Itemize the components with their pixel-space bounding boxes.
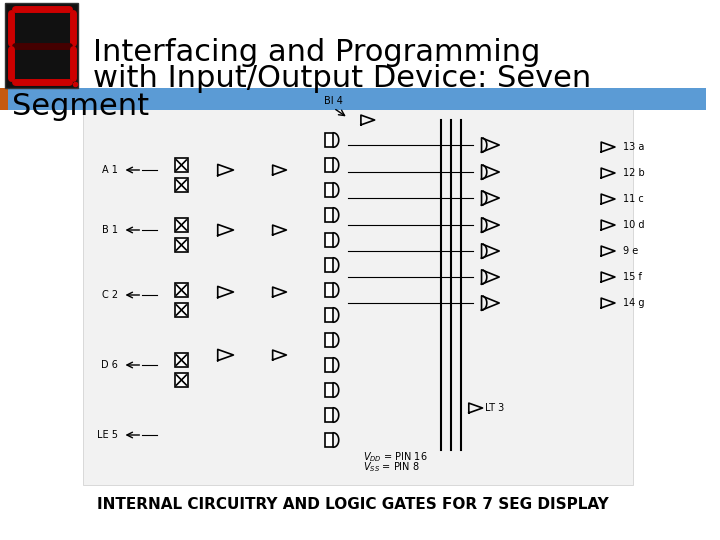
Bar (84, 105, 633, 485)
Text: LT 3: LT 3 (485, 403, 505, 413)
Text: LE 5: LE 5 (96, 430, 117, 440)
Bar (174, 178, 189, 192)
Text: INTERNAL CIRCUITRY AND LOGIC GATES FOR 7 SEG DISPLAY: INTERNAL CIRCUITRY AND LOGIC GATES FOR 7… (97, 497, 609, 512)
Bar (325, 408, 333, 422)
Bar (5, 3, 78, 88)
Text: Segment: Segment (12, 92, 149, 121)
Text: Interfacing and Programming: Interfacing and Programming (93, 38, 541, 67)
Bar (174, 283, 189, 297)
Bar (325, 333, 333, 347)
Text: $V_{SS}$ = PIN 8: $V_{SS}$ = PIN 8 (363, 460, 420, 474)
Text: with Input/Output Device: Seven: with Input/Output Device: Seven (93, 64, 591, 93)
Text: 11 c: 11 c (623, 194, 644, 204)
Bar (325, 308, 333, 322)
Text: 9 e: 9 e (623, 246, 638, 256)
Text: $V_{DD}$ = PIN 16: $V_{DD}$ = PIN 16 (363, 450, 428, 464)
Text: A 1: A 1 (102, 165, 117, 175)
Bar (325, 183, 333, 197)
Bar (0, 88, 706, 110)
Bar (0, 88, 8, 110)
Bar (325, 283, 333, 297)
Bar (325, 433, 333, 447)
Text: B 1: B 1 (102, 225, 117, 235)
Text: D 6: D 6 (101, 360, 117, 370)
Bar (325, 158, 333, 172)
Bar (174, 238, 189, 252)
Text: C 2: C 2 (102, 290, 117, 300)
Bar (325, 208, 333, 222)
Bar (325, 383, 333, 397)
Text: BI 4: BI 4 (324, 96, 343, 106)
Bar (325, 358, 333, 372)
Text: 13 a: 13 a (623, 142, 644, 152)
Bar (325, 133, 333, 147)
Bar (174, 303, 189, 317)
Text: 12 b: 12 b (623, 168, 644, 178)
Bar (325, 233, 333, 247)
Text: 10 d: 10 d (623, 220, 644, 230)
Text: 15 f: 15 f (623, 272, 642, 282)
Bar (174, 353, 189, 367)
Bar (174, 218, 189, 232)
Text: 14 g: 14 g (623, 298, 644, 308)
Bar (174, 373, 189, 387)
Bar (174, 158, 189, 172)
Bar (325, 258, 333, 272)
